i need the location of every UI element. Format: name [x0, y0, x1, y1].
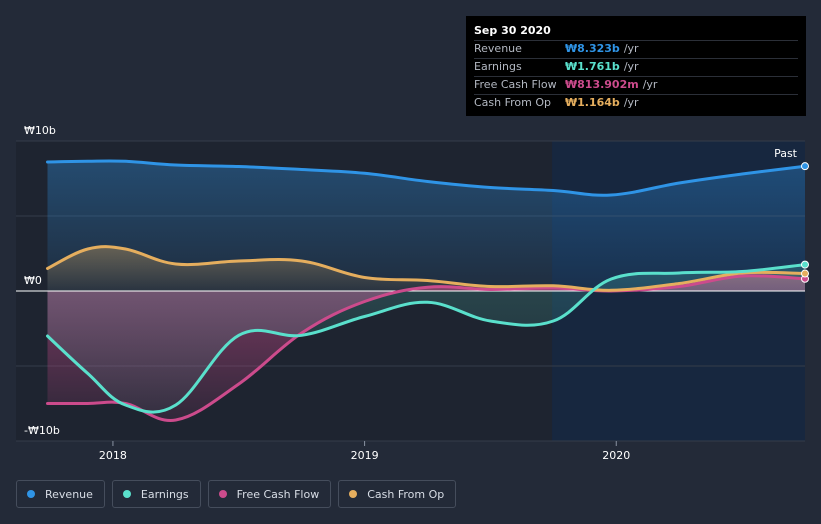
earnings-line [46, 263, 807, 414]
revenue-dot-icon [27, 490, 35, 498]
earnings-dot-icon [122, 490, 131, 498]
earnings-end-point [801, 260, 809, 269]
earnings-area [47, 264, 805, 413]
cash-from-op-area [47, 246, 805, 291]
tooltip-unit: /yr [623, 60, 639, 73]
tooltip-label: Revenue [474, 42, 522, 55]
y-tick-label-bottom: -₩10b [24, 424, 60, 437]
legend-label: Earnings [140, 487, 189, 501]
x-tick-label-2020: 2020 [602, 449, 630, 462]
tooltip-unit: /yr [623, 42, 639, 55]
revenue-area [47, 160, 805, 291]
legend-item-earnings[interactable]: Earnings [111, 480, 201, 508]
x-tick-label-2018: 2018 [99, 449, 127, 462]
free-cash-flow-dot-icon [218, 490, 227, 498]
tooltip-row-earnings: Earnings ₩1.761b /yr [474, 58, 798, 76]
revenue-line [46, 159, 807, 197]
tooltip-value: ₩8.323b [565, 42, 620, 55]
tooltip-label: Free Cash Flow [474, 78, 557, 91]
tooltip-date: Sep 30 2020 [474, 24, 551, 37]
legend-item-cash-from-op[interactable]: Cash From Op [338, 480, 457, 508]
cash-from-op-dot-icon [349, 490, 358, 498]
tooltip-row-cash-from-op: Cash From Op ₩1.164b /yr [474, 94, 798, 112]
tooltip-value: ₩1.761b [565, 60, 620, 73]
legend-label: Cash From Op [367, 487, 445, 501]
revenue-end-point [801, 162, 809, 171]
legend-label: Free Cash Flow [236, 487, 320, 501]
data-tooltip: Sep 30 2020 Revenue ₩8.323b /yr Earnings… [466, 16, 806, 116]
tooltip-value: ₩1.164b [565, 96, 620, 109]
tooltip-unit: /yr [623, 96, 639, 109]
tooltip-label: Cash From Op [474, 96, 552, 109]
cash-from-op-line [46, 245, 807, 292]
tooltip-label: Earnings [474, 60, 522, 73]
tooltip-unit: /yr [642, 78, 658, 91]
legend-item-free-cash-flow[interactable]: Free Cash Flow [207, 480, 332, 508]
past-label: Past [774, 147, 798, 160]
series-end-markers [801, 162, 809, 283]
cash-from-op-end-point [801, 269, 809, 278]
x-axis: 2018 2019 2020 [99, 441, 630, 462]
legend-item-revenue[interactable]: Revenue [16, 480, 105, 508]
y-tick-label-top: ₩10b [24, 124, 56, 137]
x-tick-label-2019: 2019 [351, 449, 379, 462]
legend-label: Revenue [45, 487, 93, 501]
series-lines [46, 159, 807, 422]
chart-legend: Revenue Earnings Free Cash Flow Cash Fro… [16, 480, 463, 508]
tooltip-value: ₩813.902m [565, 78, 639, 91]
tooltip-row-revenue: Revenue ₩8.323b /yr [474, 40, 798, 58]
y-tick-label-zero: ₩0 [24, 274, 42, 287]
tooltip-row-free-cash-flow: Free Cash Flow ₩813.902m /yr [474, 76, 798, 94]
